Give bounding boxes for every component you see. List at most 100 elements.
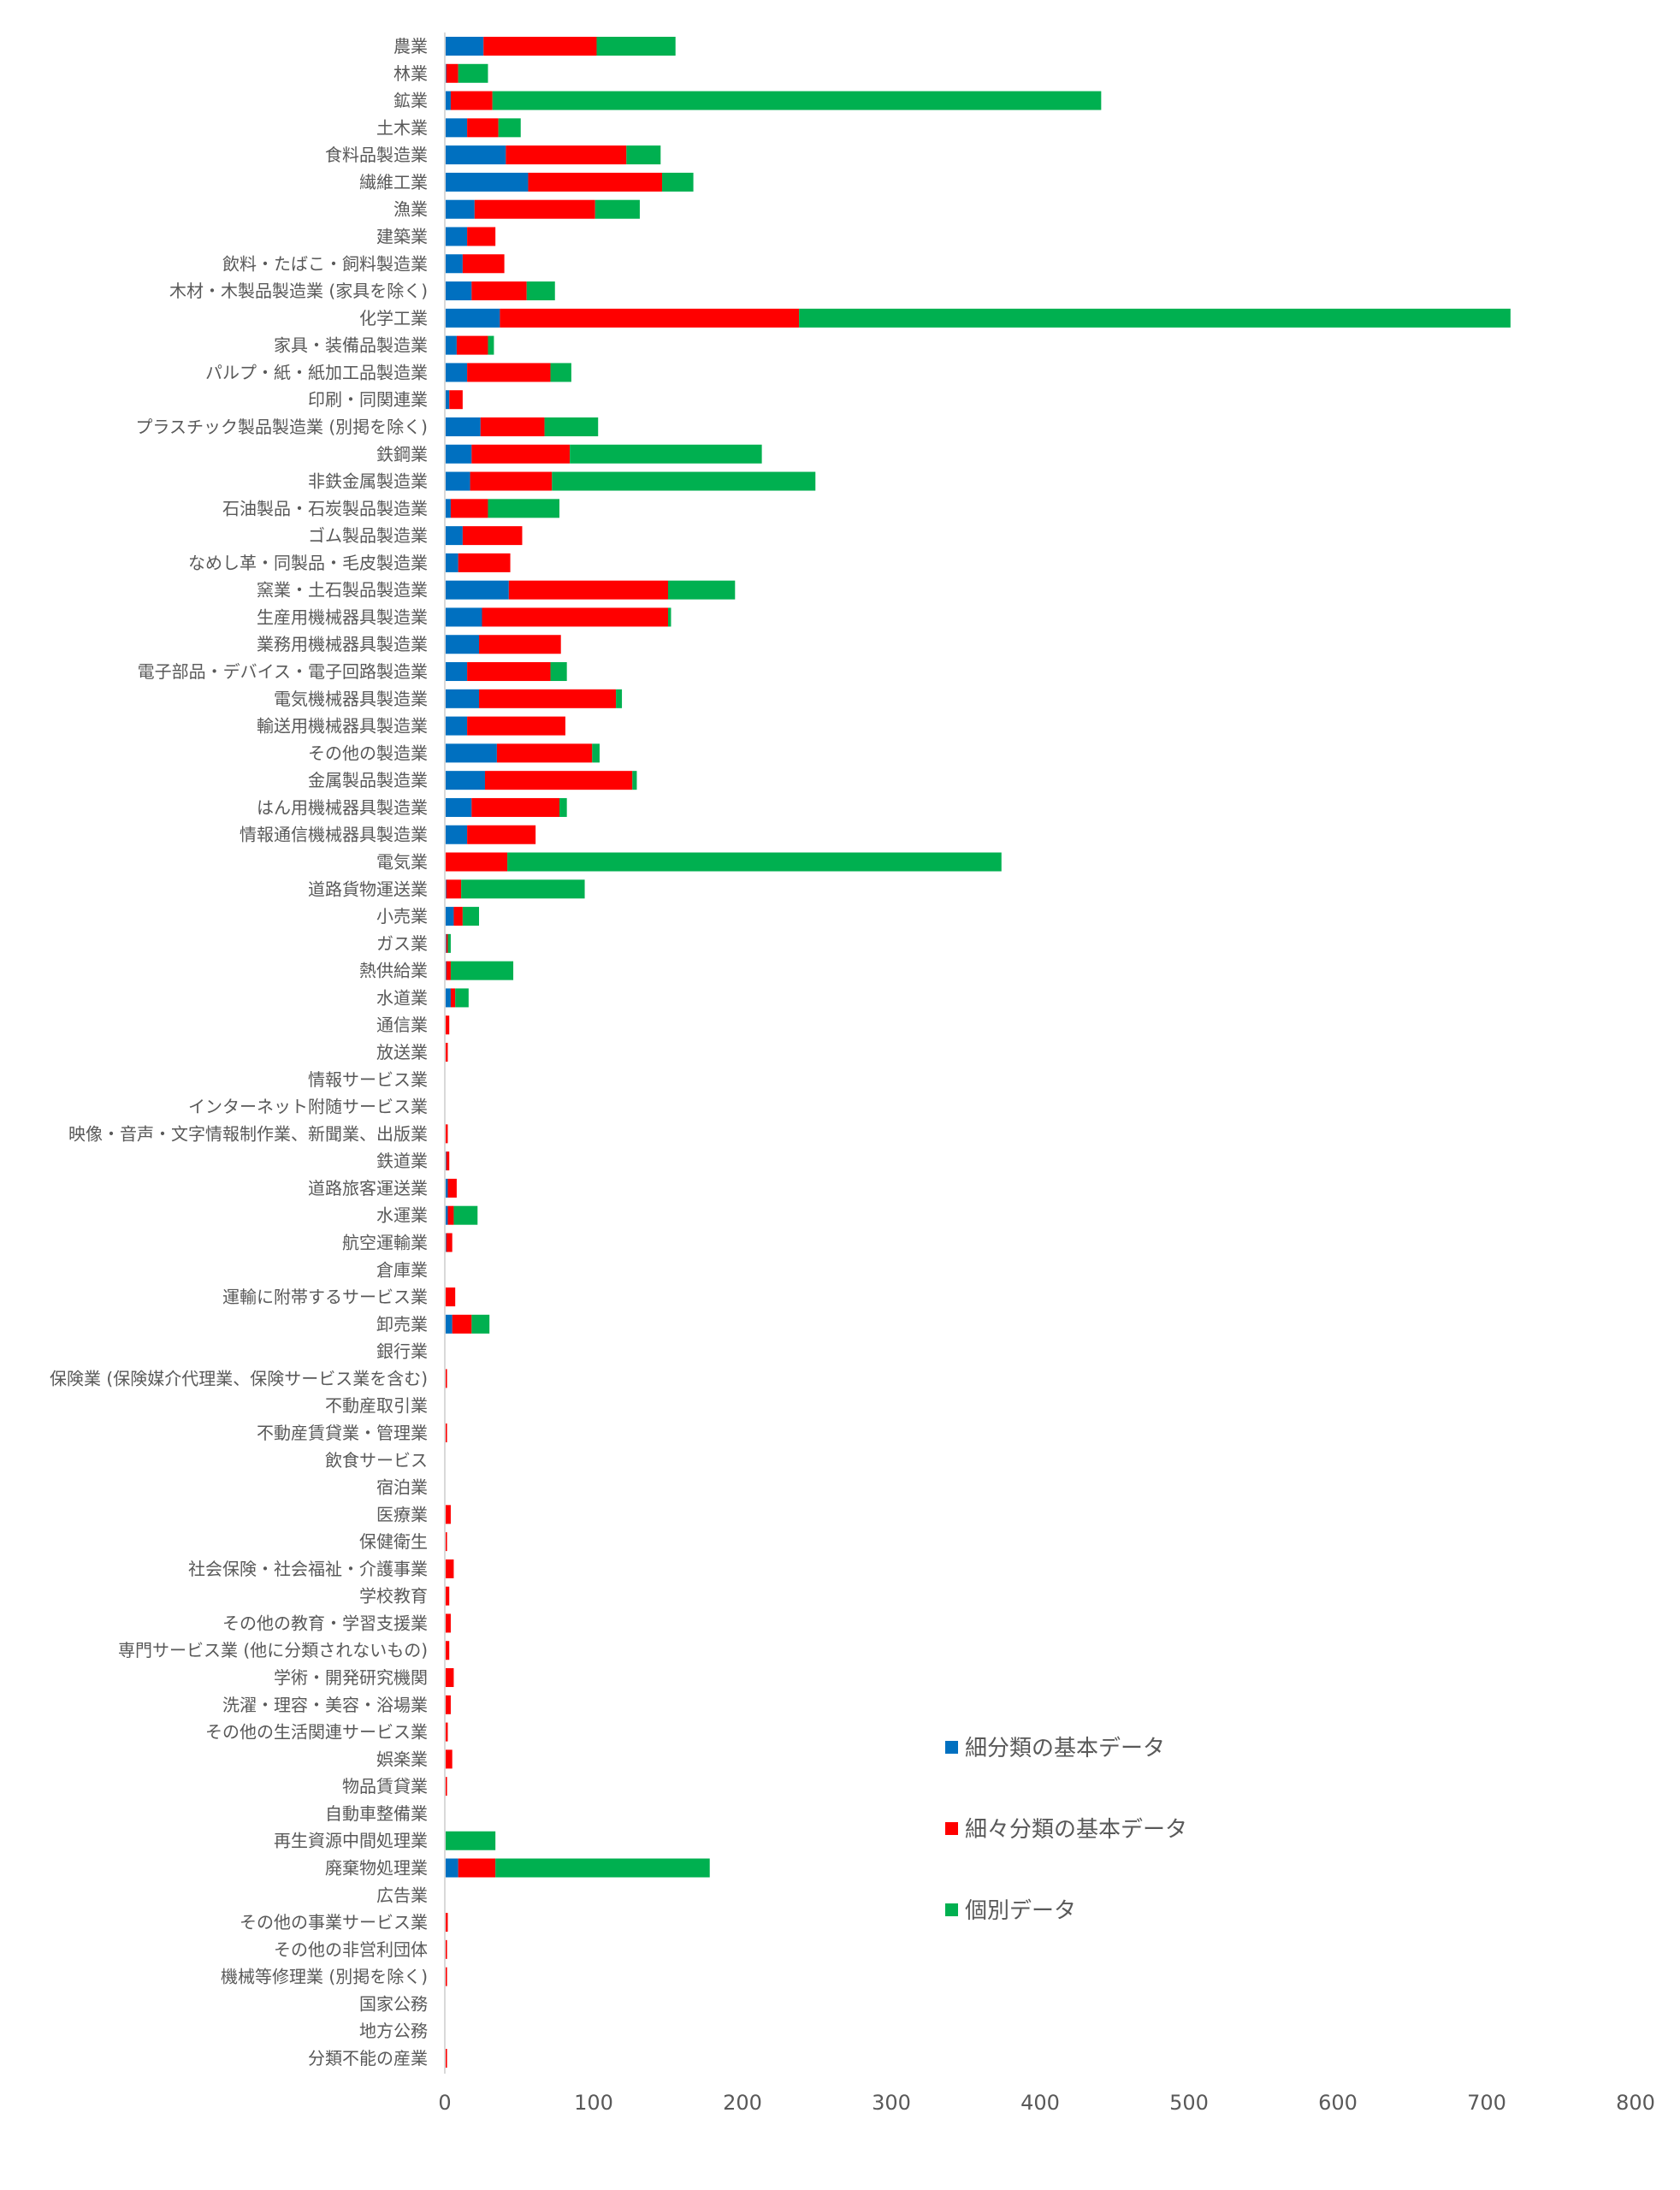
legend-swatch xyxy=(945,1903,958,1916)
bar-segment xyxy=(445,91,451,110)
category-label: その他の教育・学習支援業 xyxy=(222,1613,428,1633)
category-label: 木材・木製品製造業 (家具を除く) xyxy=(169,281,428,301)
bar-segment xyxy=(445,1043,448,1062)
bar-segment xyxy=(445,172,529,192)
category-label: 廃棄物処理業 xyxy=(325,1858,428,1879)
x-tick-label: 400 xyxy=(1020,2091,1060,2115)
bar-segment xyxy=(445,1777,447,1796)
category-label: はん用機械器具製造業 xyxy=(257,797,428,818)
category-label: 宿泊業 xyxy=(376,1477,428,1498)
x-tick-label: 200 xyxy=(723,2091,762,2115)
bar-segment xyxy=(508,580,668,600)
category-label: 印刷・同関連業 xyxy=(308,389,428,410)
category-label: その他の生活関連サービス業 xyxy=(205,1722,428,1743)
bar-segment xyxy=(445,1015,450,1035)
bar-segment xyxy=(479,635,561,654)
bar-segment xyxy=(467,716,565,736)
category-label: パルプ・紙・紙加工品製造業 xyxy=(205,362,428,382)
bar-segment xyxy=(458,1858,496,1878)
bar-segment xyxy=(471,797,559,817)
category-label: プラスチック製品製造業 (別掲を除く) xyxy=(135,417,428,437)
category-label: 業務用機械器具製造業 xyxy=(257,634,428,654)
x-tick-label: 100 xyxy=(574,2091,613,2115)
bar-segment xyxy=(446,933,448,953)
category-label: なめし革・同製品・毛皮製造業 xyxy=(188,553,428,573)
bar-segment xyxy=(445,417,481,436)
bar-segment xyxy=(450,988,456,1008)
bar-segment xyxy=(445,199,475,219)
bar-segment xyxy=(799,308,1511,328)
category-label: 機械等修理業 (別掲を除く) xyxy=(221,1967,428,1987)
bar-segment xyxy=(668,580,736,600)
bar-segment xyxy=(445,1124,448,1144)
bar-segment xyxy=(445,1369,447,1388)
category-label: その他の製造業 xyxy=(308,743,428,763)
bar-segment xyxy=(592,743,600,763)
bar-segment xyxy=(484,771,633,790)
category-label: 地方公務 xyxy=(359,2021,428,2041)
category-label: 国家公務 xyxy=(359,1993,428,2014)
category-label: 学術・開発研究機関 xyxy=(274,1667,428,1688)
bar-segment xyxy=(446,63,458,83)
bar-segment xyxy=(467,227,496,246)
bar-segment xyxy=(559,797,567,817)
bar-segment xyxy=(445,662,468,682)
bar-segment xyxy=(445,580,509,600)
category-label: その他の事業サービス業 xyxy=(240,1912,428,1933)
bar-segment xyxy=(570,444,762,464)
bar-segment xyxy=(445,471,470,491)
bar-segment xyxy=(445,37,484,56)
bar-segment xyxy=(616,689,623,708)
category-label: 水運業 xyxy=(376,1205,428,1226)
bar-segment xyxy=(452,1314,472,1334)
bar-segment xyxy=(480,417,545,436)
bar-segment xyxy=(445,635,480,654)
category-label: 化学工業 xyxy=(359,308,428,328)
category-label: 情報通信機械器具製造業 xyxy=(240,825,428,845)
category-label: 鉄道業 xyxy=(376,1151,428,1171)
bar-segment xyxy=(447,1205,454,1225)
bar-segment xyxy=(445,1913,448,1933)
bar-segment xyxy=(492,91,1102,110)
category-label: その他の非営利団体 xyxy=(274,1939,428,1960)
category-label: 飲料・たばこ・飼料製造業 xyxy=(222,253,428,274)
bar-segment xyxy=(445,390,450,410)
bar-segment xyxy=(445,1668,454,1688)
bar-segment xyxy=(445,852,508,872)
bar-segment xyxy=(445,1423,447,1442)
bar-segment xyxy=(458,553,511,572)
category-label: 広告業 xyxy=(376,1885,428,1905)
bar-segment xyxy=(445,1532,447,1552)
category-label: 娯楽業 xyxy=(376,1749,428,1769)
bar-segment xyxy=(462,526,523,546)
category-label: 情報サービス業 xyxy=(308,1069,428,1090)
category-label: 石油製品・石炭製品製造業 xyxy=(222,498,428,518)
category-label: 保健衛生 xyxy=(359,1531,428,1552)
legend-label: 細々分類の基本データ xyxy=(965,1817,1187,1843)
bar-segment xyxy=(445,1287,456,1307)
category-label: 熱供給業 xyxy=(359,961,428,981)
bar-segment xyxy=(445,825,468,844)
bar-segment xyxy=(496,743,593,763)
bar-segment xyxy=(483,37,597,56)
bar-segment xyxy=(550,662,567,682)
x-tick-label: 500 xyxy=(1169,2091,1209,2115)
bar-segment xyxy=(462,254,505,274)
bar-segment xyxy=(445,118,468,138)
category-label: 社会保険・社会福祉・介護事業 xyxy=(188,1559,428,1579)
category-label: 非鉄金属製造業 xyxy=(308,471,428,492)
category-label: 漁業 xyxy=(393,199,428,220)
bar-segment xyxy=(550,363,571,382)
bar-segment xyxy=(445,1205,448,1225)
bar-segment xyxy=(467,118,499,138)
category-label: 家具・装備品製造業 xyxy=(274,335,428,356)
category-label: 食料品製造業 xyxy=(325,145,428,165)
bar-segment xyxy=(461,879,585,899)
bar-segment xyxy=(445,227,468,246)
bar-segment xyxy=(445,335,457,355)
bar-segment xyxy=(632,771,637,790)
bar-segment xyxy=(455,988,469,1008)
bar-segment xyxy=(595,199,640,219)
bar-segment xyxy=(445,1831,496,1850)
bar-segment xyxy=(445,308,500,328)
